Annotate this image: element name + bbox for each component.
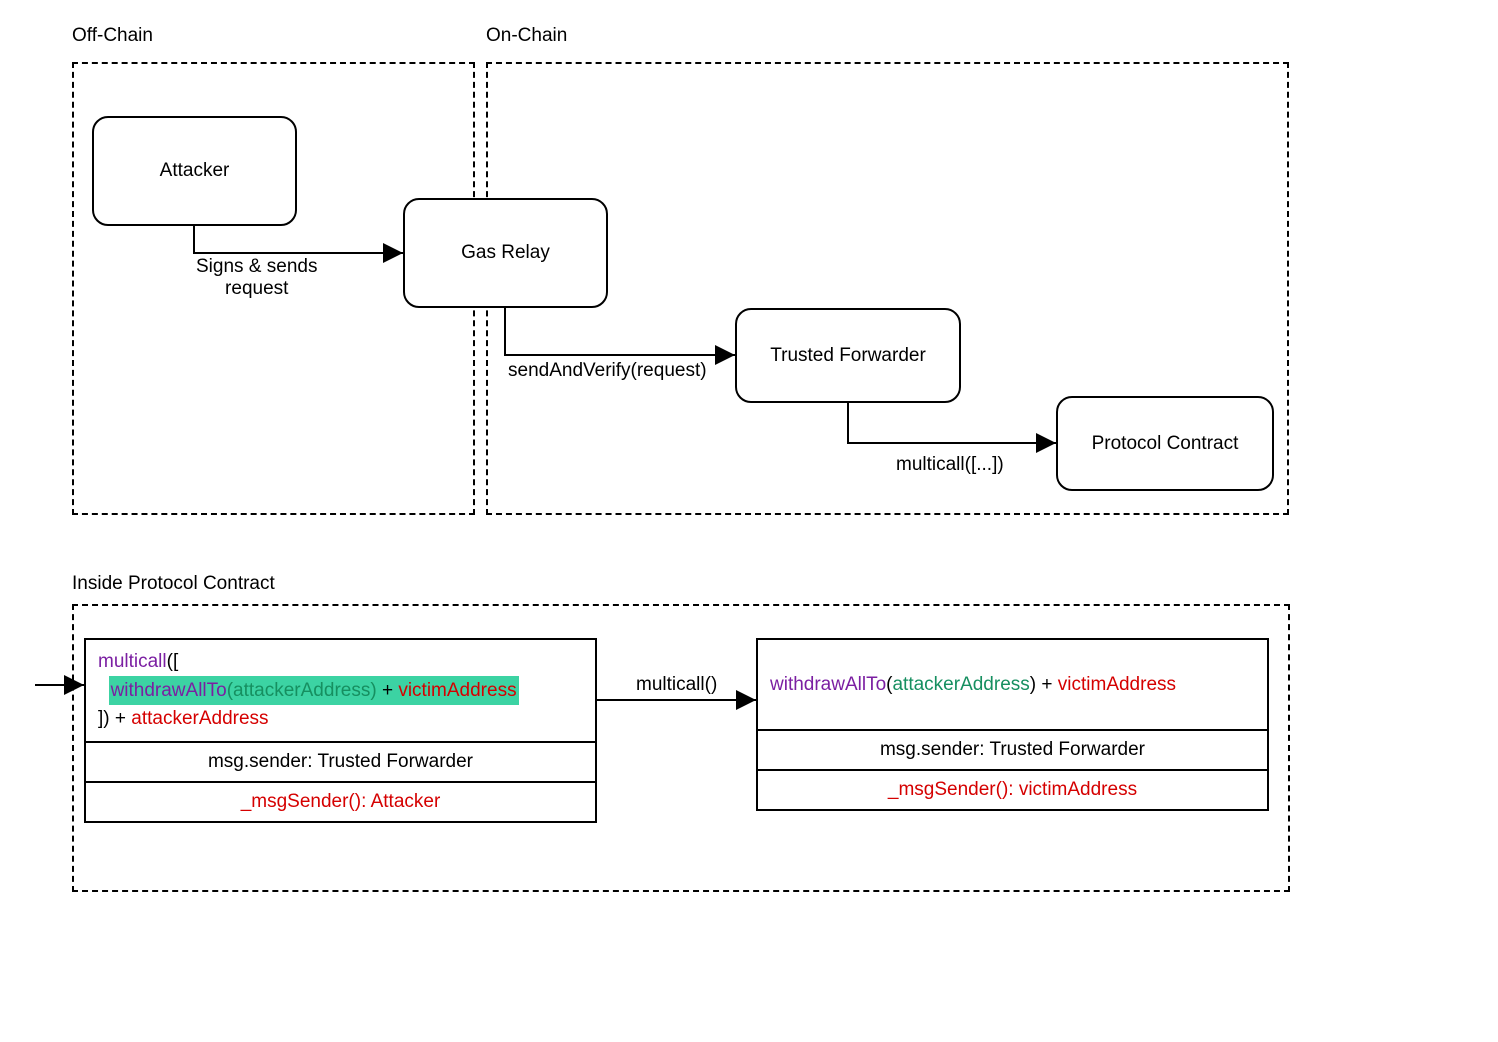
codebox-multicall-outer: multicall([ withdrawAllTo(attackerAddres… xyxy=(84,638,597,823)
codebox-row-call: multicall([ withdrawAllTo(attackerAddres… xyxy=(86,640,595,743)
codebox-row-_msgsender: _msgSender(): Attacker xyxy=(86,783,595,821)
edge-label-forwarder-contract: multicall([...]) xyxy=(896,454,1004,476)
edge-label-multicall: multicall() xyxy=(636,674,717,696)
edge-attacker-to-relay xyxy=(194,226,403,253)
edges-svg xyxy=(0,0,1498,1042)
edge-label-attacker-relay: Signs & sendsrequest xyxy=(196,256,317,300)
codebox-row-_msgsender: _msgSender(): victimAddress xyxy=(758,771,1267,809)
codebox-row-msgsender: msg.sender: Trusted Forwarder xyxy=(86,743,595,783)
codebox-row-call: withdrawAllTo(attackerAddress) + victimA… xyxy=(758,640,1267,731)
edge-relay-to-forwarder xyxy=(505,308,735,355)
edge-label-relay-forwarder: sendAndVerify(request) xyxy=(508,360,707,382)
codebox-withdraw-inner: withdrawAllTo(attackerAddress) + victimA… xyxy=(756,638,1269,811)
codebox-row-msgsender: msg.sender: Trusted Forwarder xyxy=(758,731,1267,771)
edge-forwarder-to-contract xyxy=(848,403,1056,443)
highlighted-inner-call: withdrawAllTo(attackerAddress) + victimA… xyxy=(109,676,519,706)
